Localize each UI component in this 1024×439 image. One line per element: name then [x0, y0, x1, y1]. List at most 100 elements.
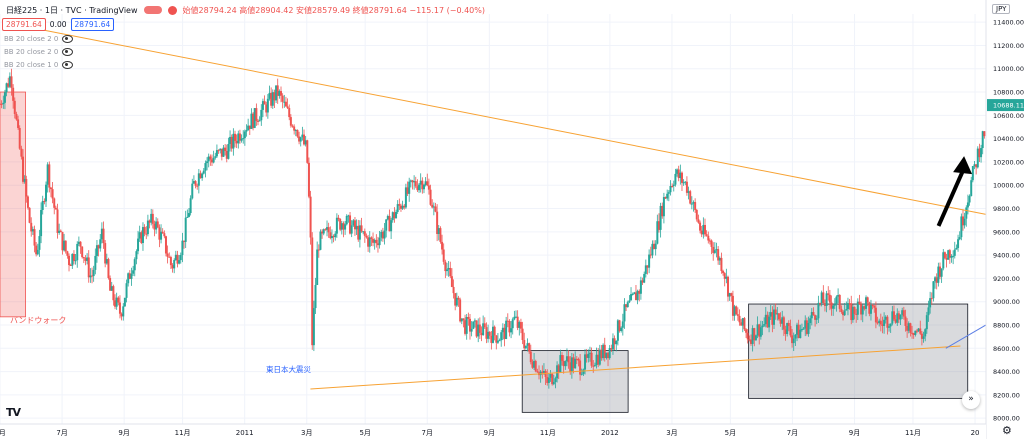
candle-body [102, 228, 105, 244]
candle-body [406, 187, 409, 194]
candle-body [781, 317, 784, 324]
candle-body [809, 318, 812, 324]
candle-body [561, 355, 564, 361]
candle-body [337, 217, 340, 220]
candle-body [242, 138, 245, 140]
candle-body [621, 321, 624, 328]
buy-price-box[interactable]: 28791.64 [70, 18, 115, 31]
candle-body [935, 277, 938, 283]
candle-body [915, 330, 918, 332]
candle-body [171, 265, 174, 269]
candle-body [303, 134, 306, 145]
candle-body [717, 249, 720, 261]
candle-body [981, 131, 984, 149]
candle-body [26, 196, 29, 208]
candle-body [255, 108, 258, 121]
candle-body [639, 280, 642, 294]
trendline [32, 27, 987, 215]
indicator-legend-2[interactable]: BB 20 close 2 0 [4, 48, 74, 56]
eye-icon[interactable] [62, 61, 74, 69]
candle-body [948, 250, 951, 258]
candle-body [833, 304, 836, 306]
candle-body [388, 215, 391, 232]
time-axis-tick: 3月 [666, 429, 677, 437]
candle-body [794, 334, 797, 339]
spread-value: 0.00 [49, 20, 67, 29]
candle-body [340, 223, 343, 230]
candle-body [763, 324, 766, 326]
candle-body [132, 270, 135, 274]
candle-body [23, 179, 26, 182]
candle-body [344, 224, 347, 230]
candle-body [899, 314, 902, 320]
candle-body [914, 330, 917, 335]
candle-body [330, 236, 333, 239]
indicator-label: BB 20 close 1 0 [4, 61, 59, 69]
candle-body [692, 202, 695, 204]
candle-body [549, 373, 552, 378]
candle-body [46, 164, 49, 185]
candle-body [815, 318, 818, 320]
candle-body [519, 322, 522, 329]
indicator-legend-1[interactable]: BB 20 close 2 0 [4, 35, 74, 43]
candle-body [823, 303, 826, 306]
currency-button[interactable]: JPY [992, 4, 1011, 14]
candle-body [391, 212, 394, 221]
sell-price-box[interactable]: 28791.64 [2, 18, 46, 31]
candle-body [902, 310, 905, 317]
candle-body [227, 143, 230, 159]
candle-body [194, 181, 197, 186]
candle-body [109, 278, 112, 291]
candle-body [894, 319, 897, 323]
candle-body [87, 257, 90, 278]
candle-body [138, 232, 141, 239]
candle-body [600, 349, 603, 359]
candle-body [950, 255, 953, 258]
candle-body [925, 315, 928, 330]
price-axis-tick: 10200.00 [993, 158, 1024, 166]
candle-body [492, 326, 494, 343]
candle-body [526, 343, 529, 346]
candle-body [465, 317, 468, 334]
candle-body [506, 320, 509, 322]
candle-body [434, 206, 437, 212]
candle-body [490, 335, 493, 343]
candle-body [422, 184, 425, 190]
candle-body [375, 239, 378, 244]
candle-body [64, 240, 67, 252]
candle-body [500, 332, 503, 341]
eye-icon[interactable] [62, 35, 74, 43]
indicator-legend-3[interactable]: BB 20 close 1 0 [4, 61, 74, 69]
gear-icon[interactable]: ⚙ [1002, 424, 1012, 437]
candle-body [758, 324, 761, 337]
candle-body [368, 237, 371, 247]
candle-body [261, 101, 264, 110]
candle-body [934, 277, 937, 282]
candle-body [399, 205, 402, 209]
candle-body [432, 206, 435, 208]
candle-body [158, 227, 161, 240]
candle-body [127, 273, 130, 284]
candle-body [450, 276, 453, 287]
candle-body [634, 292, 637, 301]
candle-body [840, 308, 843, 312]
candle-body [309, 196, 312, 238]
candle-body [779, 319, 782, 324]
symbol-title[interactable]: 日経225 · 1日 · TVC · TradingView [6, 5, 138, 15]
candle-body [541, 371, 544, 373]
eye-icon[interactable] [62, 48, 74, 56]
candle-body [304, 140, 307, 145]
candle-body [31, 229, 34, 232]
candle-body [493, 326, 496, 336]
candle-body [270, 92, 273, 106]
candle-body [332, 236, 335, 238]
candle-body [470, 328, 473, 332]
candle-body [649, 254, 652, 256]
price-axis-tick: 10600.00 [993, 112, 1024, 120]
candle-body [69, 264, 72, 266]
candle-body [958, 237, 961, 240]
candle-body [161, 231, 164, 234]
scroll-to-latest-icon[interactable]: » [962, 391, 980, 409]
candle-body [842, 311, 845, 316]
